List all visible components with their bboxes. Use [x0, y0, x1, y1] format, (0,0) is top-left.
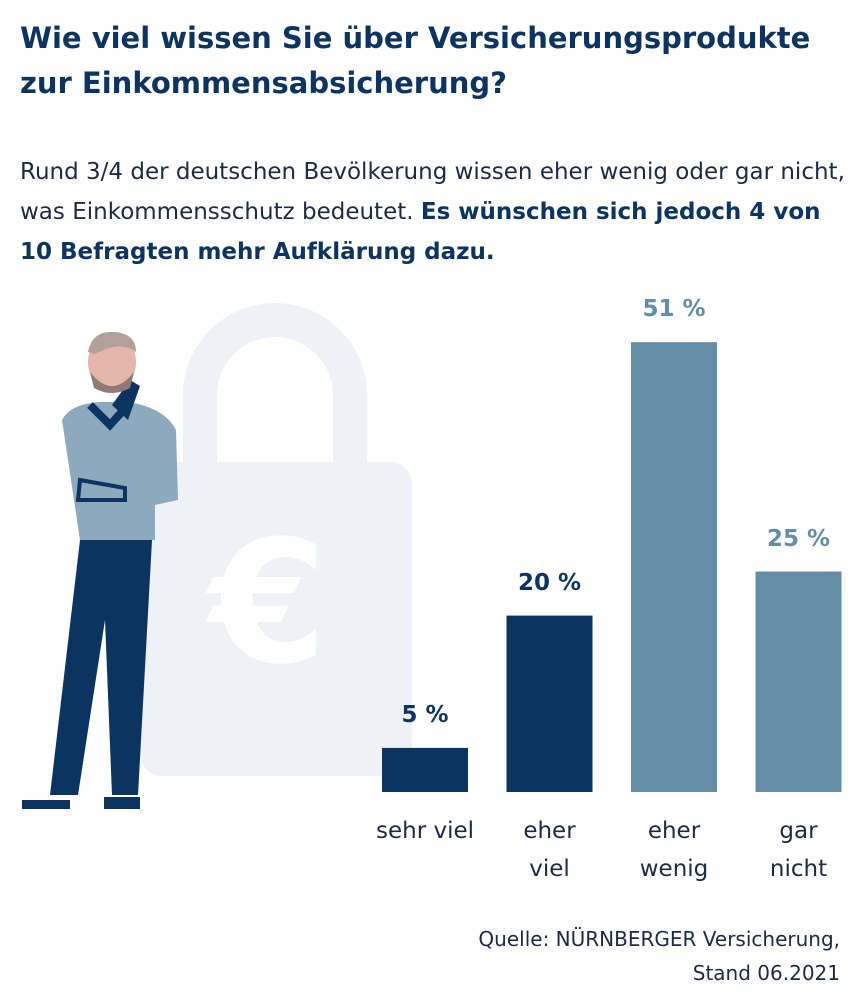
x-tick-label: sehr viel	[375, 818, 475, 844]
bar	[382, 747, 468, 792]
bar	[506, 615, 593, 792]
value-label: 20 %	[517, 569, 582, 596]
subtitle-text: Rund 3/4 der deutschen Bevölkerung wisse…	[20, 159, 845, 225]
man	[22, 331, 178, 809]
chart-title: Wie viel wissen Sie über Versicherungspr…	[20, 21, 811, 100]
bar	[631, 342, 717, 792]
x-tick-label: eher wenig	[639, 818, 709, 882]
x-tick-label: eher viel	[523, 818, 576, 882]
x-tick-label: gar nicht	[769, 818, 828, 882]
bar	[755, 571, 842, 792]
euro-sign: €	[205, 504, 327, 702]
padlock-body	[140, 462, 412, 776]
value-label: 5 %	[401, 701, 449, 728]
value-label: 51 %	[642, 296, 706, 323]
source: Quelle: NÜRNBERGER Versicherung, Stand 0…	[478, 927, 840, 985]
subtitle-emphasis: Es wünschen sich jedoch 4 von 10 Befragt…	[20, 199, 821, 265]
value-label: 25 %	[766, 525, 831, 552]
subtitle: Rund 3/4 der deutschen Bevölkerung wisse…	[20, 152, 850, 272]
padlock-shackle	[183, 303, 367, 470]
